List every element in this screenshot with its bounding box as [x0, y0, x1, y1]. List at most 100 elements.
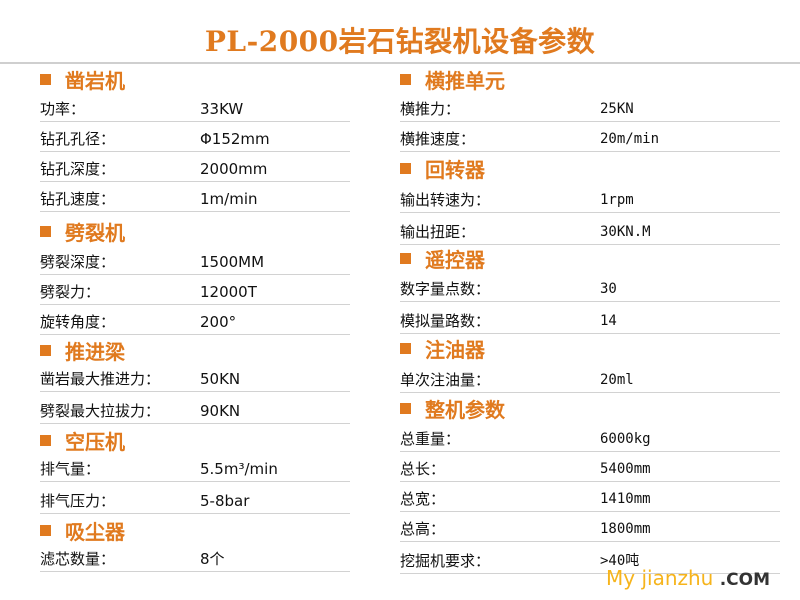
section-title: 整机参数 — [425, 397, 505, 422]
bullet-square-icon — [400, 252, 411, 264]
spec-label: 输出转速为： — [400, 191, 491, 209]
spec-value: 50KN — [200, 370, 241, 388]
section-header: 推进梁 — [40, 337, 125, 364]
row-divider — [400, 511, 780, 512]
section-header: 空压机 — [40, 427, 125, 454]
bullet-square-icon — [400, 342, 411, 354]
row-divider — [400, 481, 780, 482]
spec-label: 总宽： — [400, 490, 446, 508]
row-divider — [40, 571, 350, 572]
spec-value: 20ml — [600, 372, 634, 388]
row-divider — [40, 334, 350, 335]
spec-label: 排气压力： — [40, 492, 116, 510]
spec-value: 30 — [600, 281, 617, 297]
spec-value: 8个 — [200, 550, 225, 568]
section-title: 遥控器 — [425, 247, 485, 272]
row-divider — [400, 541, 780, 542]
row-divider — [40, 151, 350, 152]
section-header: 注油器 — [400, 335, 485, 362]
row-divider — [40, 481, 350, 482]
section-title: 横推单元 — [425, 68, 505, 93]
spec-label: 单次注油量： — [400, 371, 491, 389]
row-divider — [40, 121, 350, 122]
row-divider — [400, 573, 780, 574]
bullet-square-icon — [400, 162, 411, 174]
spec-value: 5400mm — [600, 461, 651, 477]
row-divider — [400, 333, 780, 334]
row-divider — [40, 391, 350, 392]
spec-label: 总长： — [400, 460, 446, 478]
row-divider — [400, 212, 780, 213]
section-header: 回转器 — [400, 155, 485, 182]
section-header: 劈裂机 — [40, 218, 125, 245]
spec-value: 14 — [600, 313, 617, 329]
spec-value: 1m/min — [200, 190, 258, 208]
row-divider — [40, 304, 350, 305]
row-divider — [40, 423, 350, 424]
spec-value: 33KW — [200, 100, 244, 118]
section-title: 吸尘器 — [65, 519, 125, 544]
spec-value: 20m/min — [600, 131, 660, 147]
spec-label: 钻孔速度： — [40, 190, 116, 208]
spec-value: 90KN — [200, 402, 241, 420]
section-title: 回转器 — [425, 157, 485, 182]
spec-value: 1rpm — [600, 192, 634, 208]
row-divider — [400, 451, 780, 452]
spec-label: 劈裂力： — [40, 283, 101, 301]
spec-value: >40吨 — [600, 553, 640, 569]
row-divider — [400, 244, 780, 245]
spec-value: 1800mm — [600, 521, 651, 537]
spec-label: 钻孔孔径： — [40, 130, 116, 148]
watermark: My jianzhu .COM — [606, 566, 770, 590]
spec-label: 劈裂深度： — [40, 253, 116, 271]
spec-label: 总高： — [400, 520, 446, 538]
bullet-square-icon — [40, 524, 51, 536]
spec-label: 数字量点数： — [400, 280, 491, 298]
spec-label: 挖掘机要求： — [400, 552, 491, 570]
bullet-square-icon — [400, 402, 411, 414]
watermark-name: My jianzhu — [606, 566, 714, 590]
spec-value: 200° — [200, 313, 237, 331]
row-divider — [400, 151, 780, 152]
bullet-square-icon — [40, 344, 51, 356]
bullet-square-icon — [40, 225, 51, 237]
row-divider — [400, 392, 780, 393]
section-header: 横推单元 — [400, 66, 505, 93]
bullet-square-icon — [40, 434, 51, 446]
spec-label: 排气量： — [40, 460, 101, 478]
section-title: 劈裂机 — [65, 220, 125, 245]
bullet-square-icon — [40, 73, 51, 85]
section-title: 空压机 — [65, 429, 125, 454]
spec-label: 横推力： — [400, 100, 461, 118]
spec-value: 25KN — [600, 101, 634, 117]
row-divider — [40, 513, 350, 514]
section-header: 凿岩机 — [40, 66, 125, 93]
row-divider — [400, 121, 780, 122]
watermark-domain: .COM — [719, 570, 771, 590]
section-title: 凿岩机 — [65, 68, 125, 93]
spec-value: 5.5m³/min — [200, 460, 278, 478]
section-header: 吸尘器 — [40, 517, 125, 544]
spec-label: 劈裂最大拉拔力： — [40, 402, 161, 420]
title-underline — [0, 62, 800, 64]
spec-value: 12000T — [200, 283, 257, 301]
section-header: 遥控器 — [400, 245, 485, 272]
section-title: 注油器 — [425, 337, 485, 362]
spec-label: 横推速度： — [400, 130, 476, 148]
section-header: 整机参数 — [400, 395, 505, 422]
spec-value: 1410mm — [600, 491, 651, 507]
page-title: PL-2000岩石钻裂机设备参数 — [204, 25, 596, 58]
spec-value: Φ152mm — [200, 130, 270, 148]
spec-label: 功率： — [40, 100, 86, 118]
spec-value: 5-8bar — [200, 492, 250, 510]
spec-value: 30KN.M — [600, 224, 651, 240]
spec-label: 输出扭距： — [400, 223, 476, 241]
spec-value: 1500MM — [200, 253, 265, 271]
row-divider — [400, 301, 780, 302]
bullet-square-icon — [400, 73, 411, 85]
spec-label: 滤芯数量： — [40, 550, 116, 568]
spec-label: 钻孔深度： — [40, 160, 116, 178]
row-divider — [40, 211, 350, 212]
section-title: 推进梁 — [65, 339, 125, 364]
spec-value: 2000mm — [200, 160, 268, 178]
